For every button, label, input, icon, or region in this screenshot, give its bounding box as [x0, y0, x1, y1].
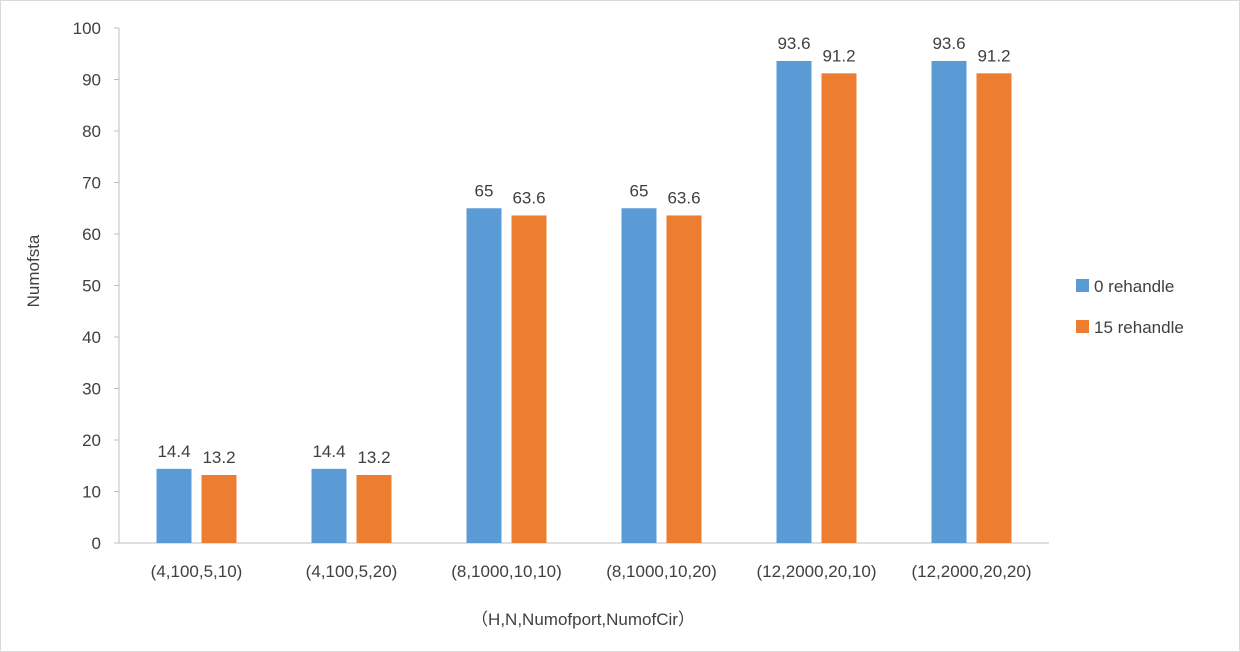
- bars: [156, 60, 1012, 544]
- bar: [511, 215, 547, 543]
- bar: [821, 73, 857, 543]
- legend-swatch: [1076, 279, 1089, 292]
- legend-label: 15 rehandle: [1094, 318, 1184, 337]
- bar: [776, 60, 812, 544]
- x-tick-label: (8,1000,10,10): [451, 562, 562, 581]
- y-tick-label: 60: [82, 225, 101, 244]
- x-axis: (4,100,5,10) (4,100,5,20) (8,1000,10,10) (8…: [119, 542, 1049, 581]
- data-label: 91.2: [977, 46, 1010, 65]
- x-tick-label: (4,100,5,20): [306, 562, 398, 581]
- x-axis-title: （H,N,Numofport,NumofCir）: [471, 610, 695, 629]
- y-tick-label: 40: [82, 328, 101, 347]
- legend: 0 rehandle 15 rehandle: [1076, 277, 1184, 337]
- data-label: 93.6: [932, 34, 965, 53]
- x-tick-label: (12,2000,20,10): [756, 562, 876, 581]
- legend-swatch: [1076, 320, 1089, 333]
- bar: [201, 475, 237, 543]
- y-tick-label: 50: [82, 277, 101, 296]
- y-tick-label: 30: [82, 380, 101, 399]
- data-label: 93.6: [777, 34, 810, 53]
- y-tick-label: 70: [82, 174, 101, 193]
- legend-label: 0 rehandle: [1094, 277, 1174, 296]
- data-label: 65: [475, 181, 494, 200]
- bar: [931, 60, 967, 544]
- y-tick-label: 80: [82, 122, 101, 141]
- y-axis-title: Numofsta: [24, 234, 43, 307]
- bar: [466, 208, 502, 543]
- y-axis: 0 10 20 30 40 50 60 70 80 90 100: [73, 19, 120, 553]
- data-label: 63.6: [667, 188, 700, 207]
- data-label: 13.2: [202, 448, 235, 467]
- data-label: 14.4: [312, 442, 345, 461]
- x-tick-label: (4,100,5,10): [151, 562, 243, 581]
- bar: [976, 73, 1012, 543]
- y-tick-label: 90: [82, 71, 101, 90]
- bar: [311, 468, 347, 543]
- bar: [666, 215, 702, 543]
- data-label: 14.4: [157, 442, 190, 461]
- data-labels: 14.4 14.4 65 65 93.6 93.6 13.2 13.2 63.6 63.6 91.2…: [157, 34, 1010, 467]
- data-label: 13.2: [357, 448, 390, 467]
- x-tick-label: (8,1000,10,20): [606, 562, 717, 581]
- y-tick-label: 100: [73, 19, 101, 38]
- y-tick-label: 0: [92, 534, 101, 553]
- x-tick-label: (12,2000,20,20): [911, 562, 1031, 581]
- data-label: 91.2: [822, 46, 855, 65]
- bar: [156, 468, 192, 543]
- bar: [621, 208, 657, 543]
- y-tick-label: 20: [82, 431, 101, 450]
- bar: [356, 475, 392, 543]
- y-tick-label: 10: [82, 483, 101, 502]
- data-label: 63.6: [512, 188, 545, 207]
- data-label: 65: [630, 181, 649, 200]
